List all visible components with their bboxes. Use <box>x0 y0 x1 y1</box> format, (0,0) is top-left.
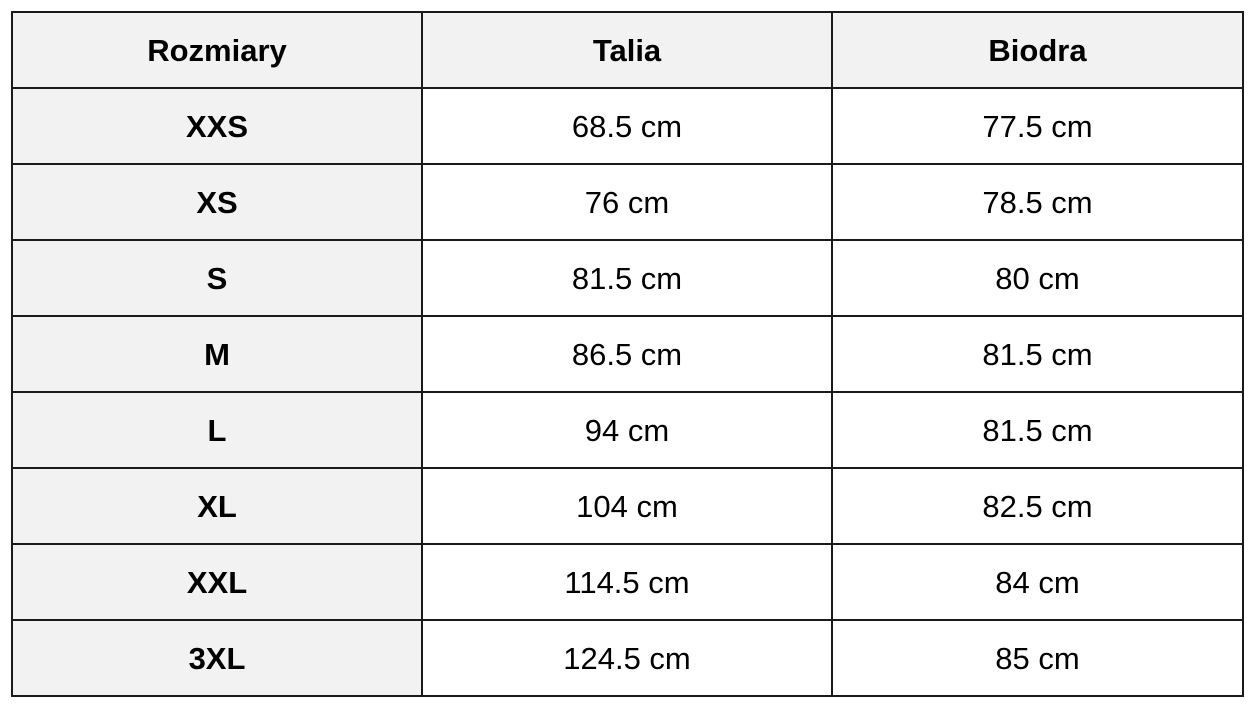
waist-cell: 104 cm <box>421 467 833 545</box>
hips-cell: 85 cm <box>831 619 1244 697</box>
size-cell: 3XL <box>11 619 423 697</box>
hips-cell: 81.5 cm <box>831 391 1244 469</box>
table-row: S 81.5 cm 80 cm <box>11 239 1244 317</box>
header-row: Rozmiary Talia Biodra <box>11 11 1244 89</box>
hips-cell: 81.5 cm <box>831 315 1244 393</box>
table-row: M 86.5 cm 81.5 cm <box>11 315 1244 393</box>
size-cell: XL <box>11 467 423 545</box>
table-row: L 94 cm 81.5 cm <box>11 391 1244 469</box>
size-cell: XXL <box>11 543 423 621</box>
size-chart-table: Rozmiary Talia Biodra XXS 68.5 cm 77.5 c… <box>11 11 1244 697</box>
table-row: XXL 114.5 cm 84 cm <box>11 543 1244 621</box>
table-row: 3XL 124.5 cm 85 cm <box>11 619 1244 697</box>
hips-cell: 78.5 cm <box>831 163 1244 241</box>
size-cell: XS <box>11 163 423 241</box>
size-cell: L <box>11 391 423 469</box>
waist-cell: 114.5 cm <box>421 543 833 621</box>
table-row: XL 104 cm 82.5 cm <box>11 467 1244 545</box>
hips-cell: 80 cm <box>831 239 1244 317</box>
waist-cell: 76 cm <box>421 163 833 241</box>
waist-cell: 94 cm <box>421 391 833 469</box>
size-cell: M <box>11 315 423 393</box>
waist-cell: 86.5 cm <box>421 315 833 393</box>
hips-cell: 84 cm <box>831 543 1244 621</box>
waist-cell: 124.5 cm <box>421 619 833 697</box>
table-header: Rozmiary Talia Biodra <box>11 11 1244 89</box>
table-body: XXS 68.5 cm 77.5 cm XS 76 cm 78.5 cm S 8… <box>11 87 1244 697</box>
header-biodra: Biodra <box>831 11 1244 89</box>
waist-cell: 81.5 cm <box>421 239 833 317</box>
hips-cell: 77.5 cm <box>831 87 1244 165</box>
header-talia: Talia <box>421 11 833 89</box>
table-row: XXS 68.5 cm 77.5 cm <box>11 87 1244 165</box>
size-cell: XXS <box>11 87 423 165</box>
hips-cell: 82.5 cm <box>831 467 1244 545</box>
waist-cell: 68.5 cm <box>421 87 833 165</box>
size-cell: S <box>11 239 423 317</box>
table-row: XS 76 cm 78.5 cm <box>11 163 1244 241</box>
header-rozmiary: Rozmiary <box>11 11 423 89</box>
